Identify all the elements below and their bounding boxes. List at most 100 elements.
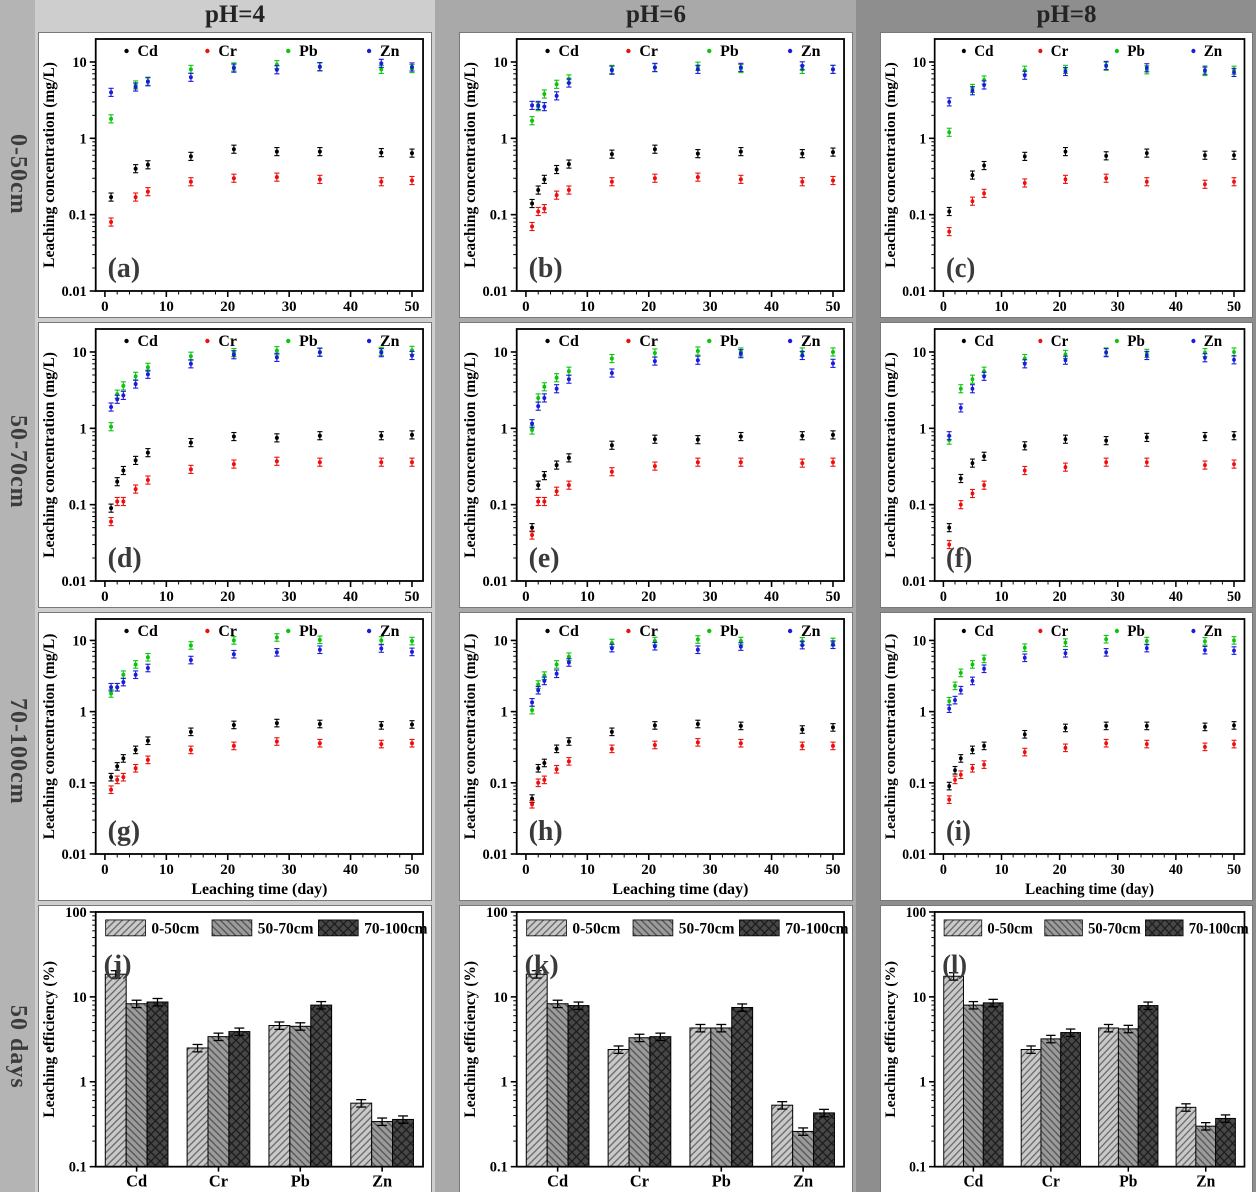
- svg-text:Cr: Cr: [1051, 333, 1069, 351]
- panel-k-chart: 0.1 1 10 100 Cd Cr Pb Zn 0-50cm 50-70cm 70-100cm (k…: [459, 905, 853, 1192]
- svg-text:0.1: 0.1: [69, 1160, 87, 1176]
- svg-text:50: 50: [826, 589, 841, 605]
- svg-text:Cr: Cr: [1051, 623, 1069, 641]
- svg-text:Cd: Cd: [137, 333, 157, 350]
- svg-text:Cd: Cd: [974, 43, 994, 61]
- svg-text:10: 10: [72, 633, 86, 649]
- svg-text:Pb: Pb: [299, 43, 318, 60]
- svg-text:Zn: Zn: [1204, 43, 1223, 61]
- svg-text:30: 30: [1111, 862, 1125, 878]
- svg-text:(b): (b): [529, 253, 563, 284]
- svg-text:Cd: Cd: [963, 1173, 983, 1190]
- svg-text:0: 0: [522, 862, 529, 878]
- svg-text:0.1: 0.1: [909, 497, 926, 513]
- row-label-text: 70-100cm: [5, 698, 31, 805]
- svg-text:0: 0: [522, 299, 529, 315]
- svg-text:20: 20: [1053, 862, 1067, 878]
- svg-text:0.01: 0.01: [483, 847, 508, 863]
- svg-text:Leaching time (day): Leaching time (day): [191, 881, 327, 898]
- svg-text:Zn: Zn: [1196, 1173, 1215, 1190]
- svg-text:20: 20: [1053, 589, 1067, 605]
- svg-text:(e): (e): [529, 543, 560, 574]
- svg-text:Pb: Pb: [720, 623, 739, 640]
- svg-text:(a): (a): [108, 253, 140, 284]
- column-header-ph4: pH=4: [204, 1, 266, 28]
- svg-text:1: 1: [501, 131, 508, 147]
- svg-text:Zn: Zn: [380, 43, 400, 60]
- row-label-text: 50-70cm: [5, 415, 31, 509]
- svg-text:0.1: 0.1: [490, 776, 508, 792]
- svg-text:10: 10: [994, 299, 1008, 315]
- svg-text:0.1: 0.1: [490, 208, 508, 224]
- svg-text:Zn: Zn: [372, 1172, 392, 1191]
- column-ph4: pH=4 0.01 0.1 1 10 0 10 20 30 40 50 Cd Cr Pb Zn (a) Lea…: [35, 0, 435, 1192]
- svg-text:Cd: Cd: [547, 1172, 568, 1191]
- svg-text:30: 30: [703, 299, 718, 315]
- svg-text:10: 10: [72, 345, 86, 361]
- svg-text:50: 50: [826, 299, 841, 315]
- svg-text:70-100cm: 70-100cm: [364, 920, 427, 937]
- svg-text:0.1: 0.1: [69, 776, 87, 792]
- svg-text:10: 10: [580, 299, 595, 315]
- svg-text:Cr: Cr: [218, 623, 237, 640]
- svg-text:Cr: Cr: [209, 1172, 228, 1191]
- svg-text:30: 30: [1111, 299, 1125, 315]
- svg-text:Zn: Zn: [1204, 333, 1223, 351]
- svg-text:10: 10: [72, 990, 86, 1006]
- svg-text:1: 1: [919, 1074, 926, 1090]
- svg-text:Pb: Pb: [1127, 333, 1145, 351]
- svg-text:0.1: 0.1: [490, 1160, 508, 1176]
- panel-i-chart: 0.01 0.1 1 10 0 10 20 30 40 50 Cd Cr Pb Zn (i) Leaching…: [880, 612, 1253, 901]
- svg-text:1: 1: [919, 704, 926, 720]
- row-label-sidebar: 0-50cm 50-70cm 70-100cm 50 days: [0, 0, 35, 1192]
- svg-text:Zn: Zn: [1204, 623, 1223, 641]
- svg-text:(k): (k): [525, 950, 559, 981]
- svg-text:Leaching time (day): Leaching time (day): [1025, 881, 1154, 899]
- svg-text:10: 10: [159, 299, 174, 315]
- svg-text:10: 10: [72, 55, 86, 71]
- svg-text:40: 40: [1169, 862, 1183, 878]
- svg-text:(c): (c): [946, 252, 975, 283]
- svg-text:1: 1: [919, 421, 926, 437]
- svg-text:Cr: Cr: [218, 43, 237, 60]
- svg-text:10: 10: [159, 862, 174, 878]
- panel-e-chart: 0.01 0.1 1 10 0 10 20 30 40 50 Cd Cr Pb Zn (e) Leaching…: [459, 322, 853, 608]
- svg-text:Leaching concentration (mg/L): Leaching concentration (mg/L): [462, 352, 479, 558]
- svg-text:0.1: 0.1: [909, 207, 926, 223]
- svg-text:10: 10: [493, 633, 507, 649]
- svg-text:0.1: 0.1: [490, 498, 508, 514]
- panel-a-chart: 0.01 0.1 1 10 0 10 20 30 40 50 Cd Cr Pb Zn (a) Leaching…: [38, 32, 432, 318]
- svg-text:Cd: Cd: [558, 333, 578, 350]
- svg-text:30: 30: [703, 862, 718, 878]
- row-label-50-days: 50 days: [0, 897, 35, 1192]
- svg-text:Pb: Pb: [1119, 1173, 1137, 1190]
- panel-b-chart: 0.01 0.1 1 10 0 10 20 30 40 50 Cd Cr Pb Zn (b) Leaching…: [459, 32, 853, 318]
- svg-text:(j): (j): [104, 950, 132, 981]
- svg-text:50: 50: [1227, 862, 1241, 878]
- svg-text:10: 10: [913, 633, 927, 649]
- svg-text:0.01: 0.01: [62, 847, 87, 863]
- svg-text:0.01: 0.01: [62, 574, 87, 590]
- svg-text:100: 100: [906, 906, 926, 921]
- svg-text:10: 10: [994, 589, 1008, 605]
- row-label-text: 0-50cm: [5, 133, 31, 215]
- svg-text:10: 10: [493, 990, 507, 1006]
- svg-text:50-70cm: 50-70cm: [679, 920, 735, 937]
- svg-text:Cd: Cd: [137, 43, 157, 60]
- svg-text:(i): (i): [946, 815, 971, 846]
- svg-text:10: 10: [913, 345, 927, 361]
- svg-text:Cd: Cd: [126, 1172, 147, 1191]
- row-label-50-70cm: 50-70cm: [0, 318, 35, 606]
- svg-text:Pb: Pb: [291, 1172, 310, 1191]
- svg-text:30: 30: [703, 589, 718, 605]
- panel-l-chart: 0.1 1 10 100 Cd Cr Pb Zn 0-50cm 50-70cm 70-100cm (l…: [880, 905, 1253, 1192]
- svg-text:Leaching time (day): Leaching time (day): [612, 881, 748, 898]
- svg-text:Leaching concentration (mg/L): Leaching concentration (mg/L): [462, 62, 479, 268]
- svg-text:Zn: Zn: [801, 333, 821, 350]
- svg-text:0.01: 0.01: [483, 284, 508, 300]
- svg-text:40: 40: [764, 862, 779, 878]
- panel-c-chart: 0.01 0.1 1 10 0 10 20 30 40 50 Cd Cr Pb Zn (c) Leaching…: [880, 32, 1253, 318]
- svg-text:0.01: 0.01: [902, 574, 926, 590]
- column-ph8: pH=8 0.01 0.1 1 10 0 10 20 30 40 50 Cd Cr Pb Zn (c) Lea…: [856, 0, 1256, 1192]
- svg-text:50: 50: [405, 862, 420, 878]
